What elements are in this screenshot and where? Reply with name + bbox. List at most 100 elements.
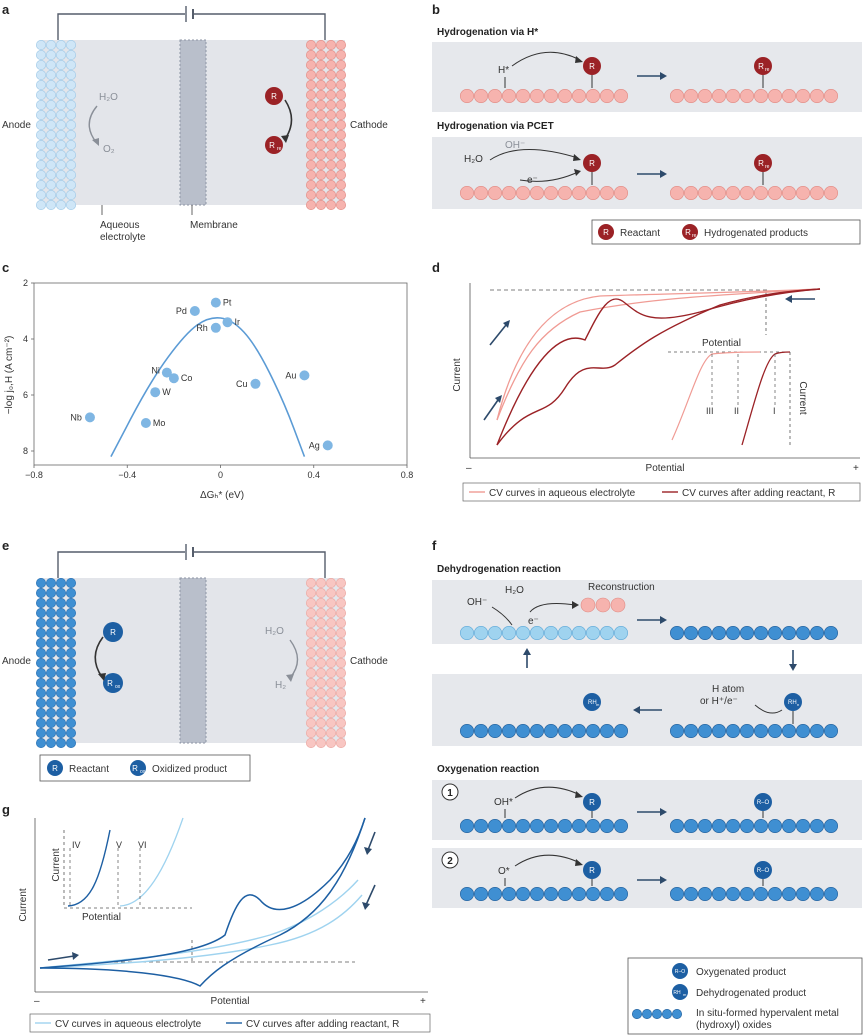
surface-atom xyxy=(557,886,572,901)
electrode-atom xyxy=(325,577,336,588)
data-point-rh xyxy=(210,322,221,333)
surface-atoms-row xyxy=(669,186,838,201)
reduction-arrowhead xyxy=(286,674,294,682)
surface-atom xyxy=(651,1008,662,1019)
panel-c: c −0.8 −0.4 0 0.4 0.8 2 4 6 8 Pt Pd Ir Rh Ni Co W Cu Au N… xyxy=(2,260,413,501)
product-symbol: R xyxy=(758,159,764,168)
cycle-arrowhead-up xyxy=(523,648,531,655)
electrode-atom xyxy=(55,577,66,588)
legend-reactant-label: Reactant xyxy=(69,764,109,775)
electrode-atom xyxy=(35,617,46,628)
electrode-atom xyxy=(335,727,346,738)
sweep-arrowhead-back xyxy=(362,902,370,910)
electron-label: e⁻ xyxy=(527,175,538,186)
surface-atom xyxy=(613,818,628,833)
electrode-atom xyxy=(45,180,56,191)
product-icon xyxy=(754,154,772,172)
legend-product-subscript: ox xyxy=(140,769,146,775)
electrode-atom xyxy=(315,577,326,588)
surface-atom xyxy=(599,818,614,833)
electrode-atom xyxy=(45,190,56,201)
oxygen-label: O₂ xyxy=(103,144,115,155)
legend-reactant-icon xyxy=(47,760,63,776)
data-point-label: Nb xyxy=(70,412,82,422)
surface-atom xyxy=(661,1008,672,1019)
surface-atom xyxy=(725,886,740,901)
electrode-atom xyxy=(35,39,46,50)
reactant-symbol: R xyxy=(589,62,595,71)
surface-atom xyxy=(585,625,600,640)
data-point-label: Co xyxy=(181,373,193,383)
electrode-atom xyxy=(35,727,46,738)
sweep-arrow-up xyxy=(489,324,507,346)
electrode-atom xyxy=(315,150,326,161)
y-tick-label: 4 xyxy=(23,334,28,344)
electrode-atom xyxy=(315,657,326,668)
electrode-atom xyxy=(35,627,46,638)
reconstruction-atom xyxy=(580,597,596,613)
legend-label-aqueous: CV curves in aqueous electrolyte xyxy=(489,488,636,499)
reconstruction-atom xyxy=(595,597,611,613)
electrode-atom xyxy=(315,717,326,728)
electrode-atom xyxy=(55,667,66,678)
surface-atom xyxy=(487,625,502,640)
electrode-atom xyxy=(35,587,46,598)
product-symbol: R xyxy=(758,62,764,71)
inset-x-label: Potential xyxy=(82,912,121,923)
surface-atom xyxy=(571,89,586,104)
h-transfer-arrowhead xyxy=(575,56,583,63)
electrode-atom xyxy=(315,70,326,81)
cathode-electrode xyxy=(305,577,346,748)
electrode-atom xyxy=(315,587,326,598)
electrode-atom xyxy=(35,707,46,718)
product-symbol: R–O xyxy=(757,868,770,874)
electrode-atom xyxy=(45,597,56,608)
electrode-atom xyxy=(66,160,77,171)
electrode-atom xyxy=(325,667,336,678)
electrode-atom xyxy=(66,120,77,131)
marker-label: III xyxy=(706,406,714,416)
electrode-atom xyxy=(66,70,77,81)
data-point-cu xyxy=(250,378,261,389)
electrode-atom xyxy=(55,100,66,111)
electrode-atom xyxy=(335,607,346,618)
data-point-co xyxy=(168,373,179,384)
data-point-ir xyxy=(222,317,233,328)
surface-atom xyxy=(767,89,782,104)
surface-atom xyxy=(711,886,726,901)
cv-reactant-curve xyxy=(39,817,366,987)
surface-atom xyxy=(501,625,516,640)
electrode-atom xyxy=(55,617,66,628)
reactant-icon xyxy=(583,793,601,811)
electrode-atom xyxy=(315,170,326,181)
legend-product-subscript: re xyxy=(692,233,697,239)
electrode-atom xyxy=(55,597,66,608)
surface-atom xyxy=(683,625,698,640)
electrode-atom xyxy=(35,130,46,141)
electrode-atom xyxy=(55,200,66,211)
surface-atom xyxy=(823,886,838,901)
electrode-atom xyxy=(305,737,316,748)
surface-atom xyxy=(795,625,810,640)
surface-atom xyxy=(795,818,810,833)
electron-arrow xyxy=(519,171,579,182)
panel-e-label: e xyxy=(2,538,9,553)
electrode-atom xyxy=(35,180,46,191)
electrode-atom xyxy=(315,617,326,628)
product-icon xyxy=(754,861,772,879)
legend-dehydrogenated-subscript: m xyxy=(683,992,687,997)
electrode-atom xyxy=(35,190,46,201)
electrode-atom xyxy=(66,707,77,718)
legend-oxygenated-label: Oxygenated product xyxy=(696,967,786,978)
electrode-atom xyxy=(325,597,336,608)
surface-atom xyxy=(515,186,530,201)
cv-aqueous-curve xyxy=(496,288,821,421)
electrode-atom xyxy=(325,657,336,668)
cv-reactant-curve xyxy=(39,817,366,969)
data-point-label: Rh xyxy=(196,323,208,333)
electrode-atom xyxy=(66,677,77,688)
electrode-atom xyxy=(35,59,46,70)
electrode-atom xyxy=(45,737,56,748)
surface-atom xyxy=(697,818,712,833)
reaction-arrowhead-back xyxy=(633,706,640,714)
